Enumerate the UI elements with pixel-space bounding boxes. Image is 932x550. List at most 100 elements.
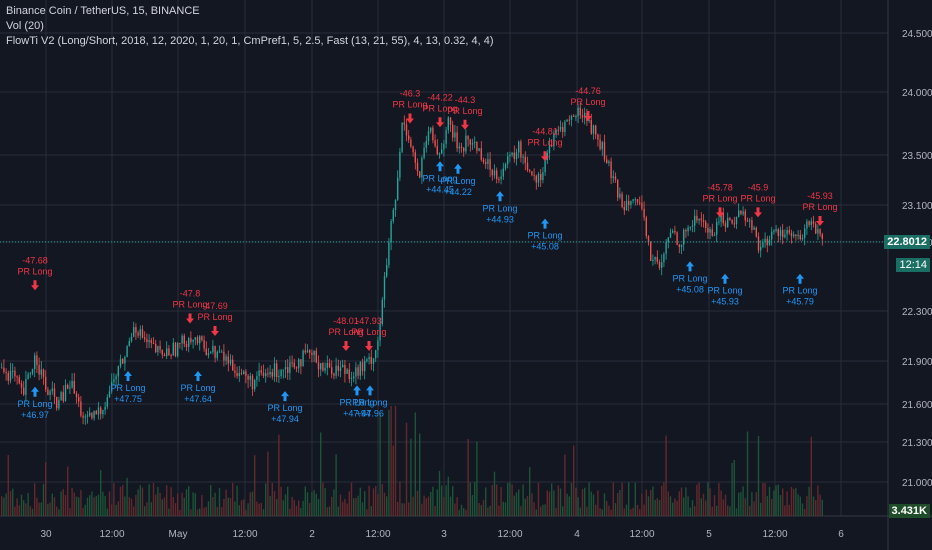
time-tick-label: 30 — [40, 529, 52, 540]
volume-bar — [146, 502, 148, 516]
volume-bar — [194, 493, 196, 516]
candle-body — [199, 336, 201, 344]
volume-bar — [784, 505, 786, 516]
candle-body — [247, 375, 249, 380]
buy-signal-value: +47.96 — [356, 408, 384, 418]
candle-body — [333, 373, 335, 376]
candle-body — [467, 135, 469, 140]
candle-body — [548, 145, 551, 153]
candle-body — [185, 344, 188, 347]
volume-bar — [390, 406, 392, 516]
volume-bar — [509, 482, 511, 516]
candle-body — [478, 148, 480, 151]
candle-body — [56, 396, 58, 409]
candle-body — [632, 199, 634, 201]
candle-body — [302, 350, 304, 367]
volume-bar — [535, 509, 537, 516]
volume-bar — [135, 494, 137, 516]
candle-body — [430, 127, 432, 132]
candle-body — [498, 178, 500, 180]
candle-body — [155, 343, 157, 353]
volume-bar — [216, 507, 218, 516]
candle-body — [683, 229, 685, 245]
volume-bar — [753, 501, 755, 516]
volume-bar — [652, 486, 654, 516]
candle-body — [680, 244, 683, 247]
sell-signal-arrow — [365, 341, 373, 351]
candle-body — [513, 152, 515, 159]
volume-bar — [520, 506, 522, 516]
candle-body — [335, 365, 337, 376]
price-tick-label: 21.9000 — [902, 357, 932, 368]
candle-body — [377, 340, 379, 351]
bar-countdown-tag: 12:14 — [896, 258, 930, 272]
candle-body — [518, 141, 520, 153]
buy-signal-arrow — [721, 273, 729, 284]
candle-body — [669, 232, 672, 238]
buy-signal-value: +44.93 — [486, 214, 514, 224]
volume-bar — [324, 487, 326, 516]
volume-bar — [375, 486, 377, 516]
candle-body — [452, 124, 454, 138]
volume-bar — [282, 500, 284, 516]
volume-bar — [148, 484, 150, 516]
candle-body — [678, 244, 680, 247]
volume-bar — [599, 508, 601, 516]
volume-bar — [157, 486, 159, 516]
volume-bar — [551, 483, 553, 516]
volume-bar — [368, 485, 370, 516]
candle-body — [23, 387, 25, 395]
candle-body — [749, 220, 751, 222]
candle-body — [161, 349, 163, 355]
candle-body — [40, 369, 42, 375]
volume-bar — [493, 471, 496, 516]
volume-bar — [238, 505, 240, 516]
buy-signal-label: PR Long — [707, 286, 742, 296]
sell-signal-label: PR Long — [328, 327, 363, 337]
volume-bar — [786, 491, 788, 516]
candle-body — [610, 161, 612, 179]
price-tick-label: 23.1000 — [902, 201, 932, 212]
volume-bar — [122, 484, 124, 516]
volume-bar — [597, 490, 599, 516]
candle-body — [311, 352, 313, 355]
volume-bar — [3, 497, 5, 516]
candle-body — [128, 341, 130, 347]
candle-body — [636, 199, 639, 203]
candle-body — [139, 329, 141, 336]
volume-bar — [799, 496, 801, 516]
volume-bar — [504, 502, 507, 516]
candle-body — [36, 355, 38, 365]
buy-signal-value: +44.22 — [444, 187, 472, 197]
candle-body — [196, 337, 199, 344]
volume-bar — [430, 491, 432, 516]
candle-body — [742, 211, 744, 215]
volume-bar — [546, 490, 548, 516]
volume-bar — [456, 497, 458, 516]
candle-body — [755, 227, 757, 237]
indicator-legend[interactable]: FlowTi V2 (Long/Short, 2018, 12, 2020, 1… — [6, 35, 494, 47]
candle-body — [326, 362, 328, 368]
buy-signal-label: PR Long — [267, 403, 302, 413]
candle-body — [370, 356, 372, 364]
volume-bar — [234, 501, 236, 516]
volume-bar — [249, 492, 251, 516]
volume-bar — [630, 509, 632, 516]
candle-body — [163, 354, 166, 357]
volume-legend[interactable]: Vol (20) — [6, 20, 44, 32]
candle-body — [590, 119, 592, 134]
symbol-legend[interactable]: Binance Coin / TetherUS, 15, BINANCE — [6, 5, 200, 17]
candle-body — [265, 373, 267, 377]
candle-body — [399, 151, 401, 178]
time-tick-label: 6 — [838, 529, 844, 540]
volume-bar — [579, 507, 581, 516]
candle-body — [799, 234, 801, 240]
candle-body — [236, 372, 238, 377]
volume-bar — [441, 485, 443, 516]
volume-bar — [361, 502, 364, 516]
volume-bar — [128, 497, 130, 516]
candle-body — [733, 223, 735, 225]
volume-bar — [100, 470, 102, 516]
